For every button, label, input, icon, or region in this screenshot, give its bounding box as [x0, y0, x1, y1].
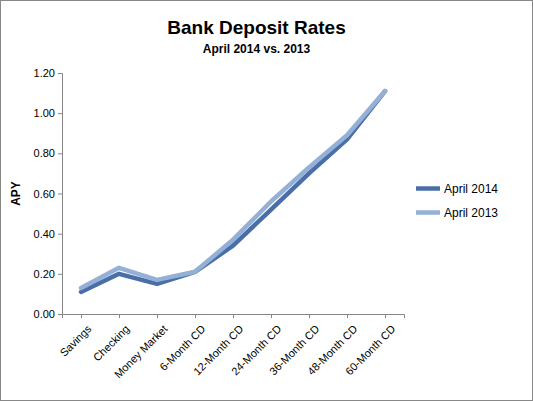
x-tick: Money Market [112, 314, 170, 380]
y-tick: 0.40 [34, 228, 62, 240]
x-tick: Checking [91, 314, 132, 364]
y-tick-label: 1.20 [34, 67, 55, 79]
legend-item: April 2014 [416, 182, 498, 196]
y-tick: 0.60 [34, 188, 62, 200]
x-tick-mark [119, 314, 120, 318]
x-tick-label: Money Market [112, 323, 170, 381]
x-tick: 60-Month CD [343, 314, 398, 377]
legend: April 2014 April 2013 [416, 182, 498, 220]
x-tick-label: Savings [57, 322, 94, 359]
legend-swatch [416, 186, 440, 191]
x-tick-mark [385, 314, 386, 318]
legend-item: April 2013 [416, 206, 498, 220]
y-tick-label: 0.60 [34, 188, 55, 200]
y-tick-mark [58, 113, 62, 114]
x-tick-mark [195, 314, 196, 318]
x-tick-mark [81, 314, 82, 318]
y-tick: 0.80 [34, 147, 62, 159]
series-line [81, 91, 385, 292]
y-tick-mark [58, 274, 62, 275]
chart-border [1, 1, 533, 401]
x-axis-line [63, 315, 405, 319]
series-line [81, 91, 385, 288]
legend-label: April 2014 [444, 182, 498, 196]
x-tick-mark [309, 314, 310, 318]
y-axis: 0.00 0.20 0.40 0.60 0.80 1.00 1.20 [34, 67, 63, 320]
x-axis: SavingsCheckingMoney Market6-Month CD12-… [57, 314, 404, 380]
x-tick-label: 60-Month CD [343, 323, 398, 378]
legend-label: April 2013 [444, 206, 498, 220]
chart: Bank Deposit Rates April 2014 vs. 2013 0.0… [0, 0, 533, 401]
x-tick-mark [233, 314, 234, 318]
title: Bank Deposit Rates [167, 17, 345, 38]
x-tick-mark [347, 314, 348, 318]
y-axis-title: APY [9, 181, 23, 206]
y-tick: 0.00 [34, 308, 62, 320]
y-tick: 0.20 [34, 268, 62, 280]
subtitle: April 2014 vs. 2013 [203, 42, 311, 56]
plot-area [81, 91, 385, 292]
y-tick-mark [58, 73, 62, 74]
y-tick-label: 1.00 [34, 107, 55, 119]
x-tick: Savings [57, 314, 94, 359]
y-tick-label: 0.80 [34, 147, 55, 159]
y-tick: 1.00 [34, 107, 62, 119]
x-tick-mark [157, 314, 158, 318]
x-tick-mark [271, 314, 272, 318]
y-axis-line [58, 74, 63, 315]
y-tick-mark [58, 153, 62, 154]
y-tick-mark [58, 194, 62, 195]
y-tick: 1.20 [34, 67, 62, 79]
y-tick-label: 0.40 [34, 228, 55, 240]
y-tick-mark [58, 234, 62, 235]
legend-swatch [416, 210, 440, 215]
y-tick-label: 0.20 [34, 268, 55, 280]
y-tick-label: 0.00 [34, 308, 55, 320]
y-tick-mark [58, 314, 62, 315]
